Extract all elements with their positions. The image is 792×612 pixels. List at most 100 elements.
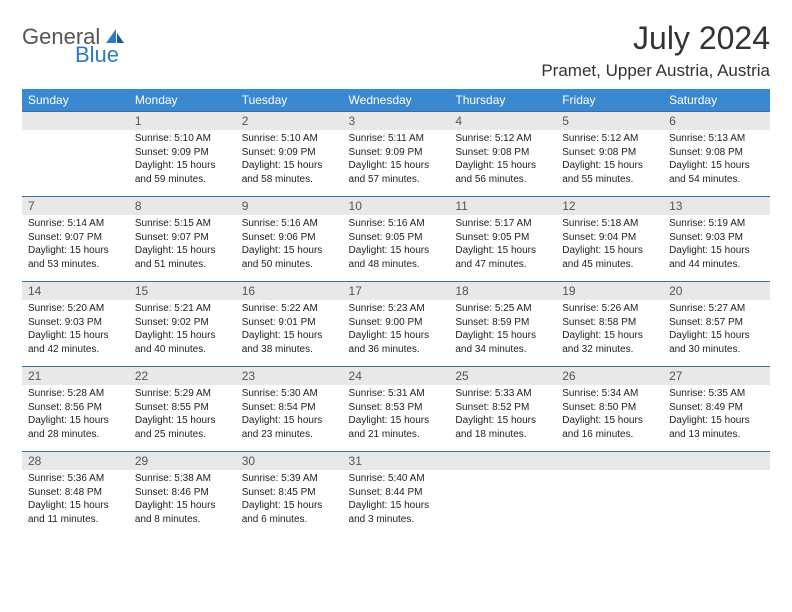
sunset-text: Sunset: 8:45 PM	[242, 486, 337, 500]
daylight-text: and 36 minutes.	[349, 343, 444, 357]
calendar-table: Sunday Monday Tuesday Wednesday Thursday…	[22, 89, 770, 544]
daylight-text: and 50 minutes.	[242, 258, 337, 272]
daylight-text: Daylight: 15 hours	[135, 329, 230, 343]
month-title: July 2024	[541, 20, 770, 57]
day-cell: Sunrise: 5:22 AMSunset: 9:01 PMDaylight:…	[236, 300, 343, 367]
sunset-text: Sunset: 8:58 PM	[562, 316, 657, 330]
sunset-text: Sunset: 8:59 PM	[455, 316, 550, 330]
daylight-text: Daylight: 15 hours	[28, 499, 123, 513]
day-number: 5	[556, 112, 663, 131]
day-cell	[449, 470, 556, 544]
day-number: 27	[663, 367, 770, 386]
daylight-text: and 11 minutes.	[28, 513, 123, 527]
day-cell: Sunrise: 5:12 AMSunset: 9:08 PMDaylight:…	[556, 130, 663, 197]
sunrise-text: Sunrise: 5:15 AM	[135, 217, 230, 231]
sunset-text: Sunset: 9:03 PM	[28, 316, 123, 330]
sunset-text: Sunset: 8:55 PM	[135, 401, 230, 415]
daylight-text: and 56 minutes.	[455, 173, 550, 187]
sunrise-text: Sunrise: 5:10 AM	[242, 132, 337, 146]
day-cell: Sunrise: 5:39 AMSunset: 8:45 PMDaylight:…	[236, 470, 343, 544]
day-number: 16	[236, 282, 343, 301]
sunrise-text: Sunrise: 5:13 AM	[669, 132, 764, 146]
sunset-text: Sunset: 9:09 PM	[242, 146, 337, 160]
day-content-row: Sunrise: 5:36 AMSunset: 8:48 PMDaylight:…	[22, 470, 770, 544]
daylight-text: Daylight: 15 hours	[242, 414, 337, 428]
sunset-text: Sunset: 9:08 PM	[455, 146, 550, 160]
day-number: 12	[556, 197, 663, 216]
day-cell: Sunrise: 5:10 AMSunset: 9:09 PMDaylight:…	[129, 130, 236, 197]
sunset-text: Sunset: 9:03 PM	[669, 231, 764, 245]
day-cell	[22, 130, 129, 197]
daylight-text: and 38 minutes.	[242, 343, 337, 357]
sunrise-text: Sunrise: 5:26 AM	[562, 302, 657, 316]
sunset-text: Sunset: 9:00 PM	[349, 316, 444, 330]
daylight-text: Daylight: 15 hours	[349, 329, 444, 343]
sunrise-text: Sunrise: 5:39 AM	[242, 472, 337, 486]
sunrise-text: Sunrise: 5:27 AM	[669, 302, 764, 316]
day-header: Thursday	[449, 89, 556, 112]
day-number: 13	[663, 197, 770, 216]
day-cell: Sunrise: 5:33 AMSunset: 8:52 PMDaylight:…	[449, 385, 556, 452]
daylight-text: Daylight: 15 hours	[135, 244, 230, 258]
sunrise-text: Sunrise: 5:21 AM	[135, 302, 230, 316]
daylight-text: and 18 minutes.	[455, 428, 550, 442]
day-header: Tuesday	[236, 89, 343, 112]
sunrise-text: Sunrise: 5:38 AM	[135, 472, 230, 486]
sunrise-text: Sunrise: 5:22 AM	[242, 302, 337, 316]
daylight-text: and 21 minutes.	[349, 428, 444, 442]
day-number-row: 123456	[22, 112, 770, 131]
sunset-text: Sunset: 8:49 PM	[669, 401, 764, 415]
sunset-text: Sunset: 8:44 PM	[349, 486, 444, 500]
day-cell: Sunrise: 5:14 AMSunset: 9:07 PMDaylight:…	[22, 215, 129, 282]
day-cell: Sunrise: 5:35 AMSunset: 8:49 PMDaylight:…	[663, 385, 770, 452]
daylight-text: Daylight: 15 hours	[562, 159, 657, 173]
daylight-text: and 45 minutes.	[562, 258, 657, 272]
day-number: 30	[236, 452, 343, 471]
daylight-text: Daylight: 15 hours	[28, 414, 123, 428]
sunrise-text: Sunrise: 5:14 AM	[28, 217, 123, 231]
daylight-text: Daylight: 15 hours	[669, 244, 764, 258]
logo-text-blue: Blue	[75, 42, 119, 68]
sunrise-text: Sunrise: 5:40 AM	[349, 472, 444, 486]
day-number: 21	[22, 367, 129, 386]
day-number: 29	[129, 452, 236, 471]
sunrise-text: Sunrise: 5:33 AM	[455, 387, 550, 401]
day-number: 6	[663, 112, 770, 131]
day-number: 8	[129, 197, 236, 216]
daylight-text: Daylight: 15 hours	[349, 159, 444, 173]
day-header-row: Sunday Monday Tuesday Wednesday Thursday…	[22, 89, 770, 112]
day-number	[556, 452, 663, 471]
day-cell: Sunrise: 5:11 AMSunset: 9:09 PMDaylight:…	[343, 130, 450, 197]
day-cell: Sunrise: 5:21 AMSunset: 9:02 PMDaylight:…	[129, 300, 236, 367]
day-content-row: Sunrise: 5:10 AMSunset: 9:09 PM Daylight:…	[22, 130, 770, 197]
day-number-row: 14151617181920	[22, 282, 770, 301]
daylight-text: Daylight: 15 hours	[562, 329, 657, 343]
sunset-text: Sunset: 9:01 PM	[242, 316, 337, 330]
sunset-text: Sunset: 9:06 PM	[242, 231, 337, 245]
sunset-text: Sunset: 9:08 PM	[562, 146, 657, 160]
day-cell: Sunrise: 5:34 AMSunset: 8:50 PMDaylight:…	[556, 385, 663, 452]
sunset-text: Sunset: 9:08 PM	[669, 146, 764, 160]
day-number: 14	[22, 282, 129, 301]
sunset-text: Sunset: 8:54 PM	[242, 401, 337, 415]
sunrise-text: Sunrise: 5:17 AM	[455, 217, 550, 231]
day-cell	[556, 470, 663, 544]
daylight-text: and 23 minutes.	[242, 428, 337, 442]
daylight-text: and 16 minutes.	[562, 428, 657, 442]
day-number: 15	[129, 282, 236, 301]
daylight-text: and 53 minutes.	[28, 258, 123, 272]
day-number: 3	[343, 112, 450, 131]
day-header: Wednesday	[343, 89, 450, 112]
sunset-text: Sunset: 9:02 PM	[135, 316, 230, 330]
daylight-text: Daylight: 15 hours	[349, 414, 444, 428]
day-header: Monday	[129, 89, 236, 112]
sunset-text: Sunset: 8:53 PM	[349, 401, 444, 415]
daylight-text: Daylight: 15 hours	[562, 244, 657, 258]
header: General Blue July 2024 Pramet, Upper Aus…	[22, 20, 770, 89]
day-number-row: 28293031	[22, 452, 770, 471]
day-cell: Sunrise: 5:31 AMSunset: 8:53 PMDaylight:…	[343, 385, 450, 452]
day-number: 4	[449, 112, 556, 131]
day-cell: Sunrise: 5:13 AMSunset: 9:08 PMDaylight:…	[663, 130, 770, 197]
sunrise-text: Sunrise: 5:16 AM	[349, 217, 444, 231]
logo: General Blue	[22, 24, 126, 50]
